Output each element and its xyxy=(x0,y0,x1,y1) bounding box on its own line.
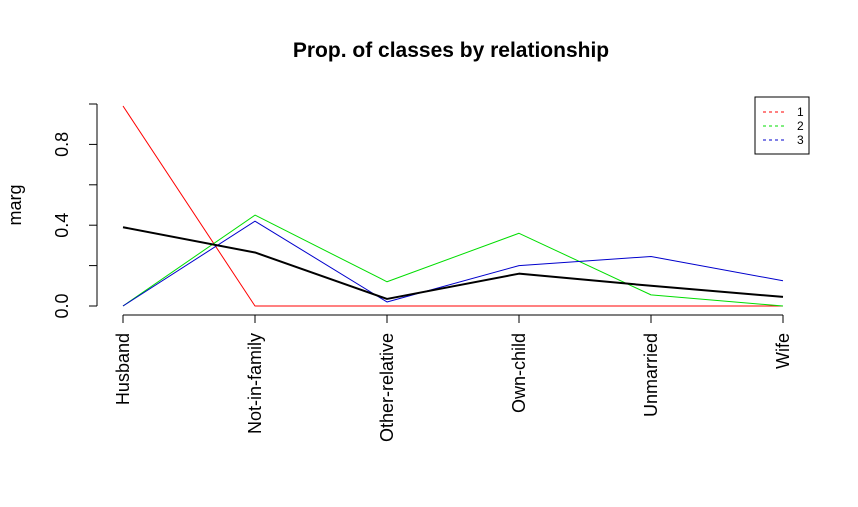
legend: 123 xyxy=(754,96,810,155)
legend-label-3: 3 xyxy=(797,133,804,147)
x-tick-label: Own-child xyxy=(509,333,529,413)
series-line-2 xyxy=(122,214,784,307)
series-line-1 xyxy=(122,105,783,307)
chart-title: Prop. of classes by relationship xyxy=(293,39,609,62)
series-line-marginal xyxy=(122,226,784,300)
x-tick-label: Wife xyxy=(773,333,793,369)
y-tick-label: 0.4 xyxy=(52,213,72,238)
x-tick-label: Other-relative xyxy=(377,333,397,442)
x-tick-label: Unmarried xyxy=(641,333,661,417)
axes: 0.0 0.4 0.8 Husband Not-in-family Other-relat… xyxy=(52,103,793,442)
series-line-3 xyxy=(122,220,784,307)
legend-label-2: 2 xyxy=(797,119,804,133)
x-tick-label: Not-in-family xyxy=(245,333,265,434)
y-tick-label: 0.0 xyxy=(52,293,72,318)
y-tick-label: 0.8 xyxy=(52,132,72,157)
legend-label-1: 1 xyxy=(797,105,804,119)
x-tick-label: Husband xyxy=(113,333,133,405)
y-axis-label: marg xyxy=(5,184,25,225)
series-lines xyxy=(122,105,784,307)
